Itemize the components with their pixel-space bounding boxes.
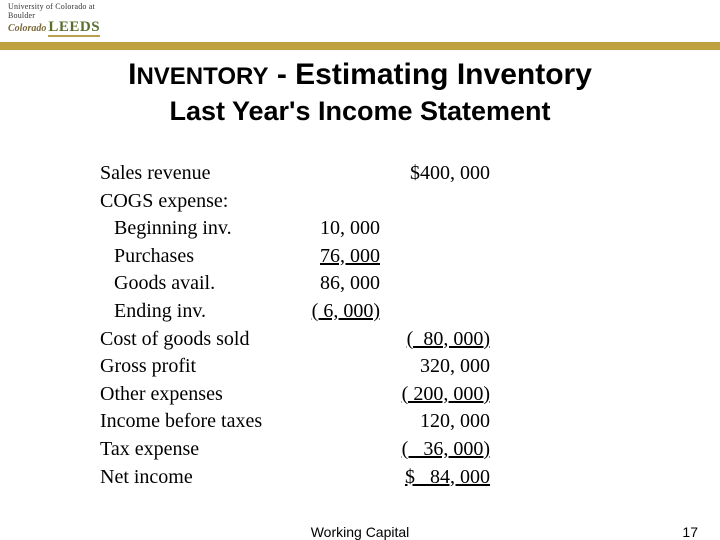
leeds-logo: University of Colorado at Boulder Colora… bbox=[8, 2, 106, 38]
row-label: Beginning inv. bbox=[100, 215, 290, 243]
income-statement: Sales revenue $400, 000 COGS expense:Begin… bbox=[100, 160, 540, 491]
row-col2: ( 36, 000) bbox=[380, 436, 490, 464]
row-col1 bbox=[290, 464, 380, 492]
row-col1 bbox=[290, 353, 380, 381]
statement-row: Goods avail.86, 000 bbox=[100, 270, 540, 298]
slide-title: INVENTORY - Estimating Inventory Last Ye… bbox=[0, 58, 720, 129]
row-label: Purchases bbox=[100, 243, 290, 271]
row-col2: ( 200, 000) bbox=[380, 381, 490, 409]
statement-row: Income before taxes 120, 000 bbox=[100, 408, 540, 436]
row-label: Cost of goods sold bbox=[100, 326, 290, 354]
row-col1: 86, 000 bbox=[290, 270, 380, 298]
row-col1: 10, 000 bbox=[290, 215, 380, 243]
statement-row: Purchases76, 000 bbox=[100, 243, 540, 271]
statement-row: Sales revenue $400, 000 bbox=[100, 160, 540, 188]
row-col2: ( 80, 000) bbox=[380, 326, 490, 354]
logo-colorado: Colorado bbox=[8, 23, 46, 34]
row-col2: $ 84, 000 bbox=[380, 464, 490, 492]
row-col2 bbox=[380, 243, 490, 271]
row-label: Goods avail. bbox=[100, 270, 290, 298]
row-col1 bbox=[290, 326, 380, 354]
statement-row: Beginning inv.10, 000 bbox=[100, 215, 540, 243]
row-col1: 76, 000 bbox=[290, 243, 380, 271]
statement-row: COGS expense: bbox=[100, 188, 540, 216]
row-label: Sales revenue bbox=[100, 160, 290, 188]
row-col1 bbox=[290, 408, 380, 436]
logo-leeds: LEEDS bbox=[48, 20, 100, 37]
row-col1 bbox=[290, 381, 380, 409]
row-col2 bbox=[380, 188, 490, 216]
row-col2 bbox=[380, 270, 490, 298]
statement-row: Net income $ 84, 000 bbox=[100, 464, 540, 492]
statement-row: Tax expense ( 36, 000) bbox=[100, 436, 540, 464]
gold-stripe bbox=[0, 42, 720, 50]
title-line-2: Last Year's Income Statement bbox=[0, 93, 720, 129]
title-line-1: INVENTORY - Estimating Inventory bbox=[0, 58, 720, 93]
row-col2: $400, 000 bbox=[380, 160, 490, 188]
row-col1 bbox=[290, 160, 380, 188]
row-label: Gross profit bbox=[100, 353, 290, 381]
statement-row: Gross profit 320, 000 bbox=[100, 353, 540, 381]
row-label: Ending inv. bbox=[100, 298, 290, 326]
row-label: Income before taxes bbox=[100, 408, 290, 436]
row-label: COGS expense: bbox=[100, 188, 290, 216]
row-label: Net income bbox=[100, 464, 290, 492]
row-label: Other expenses bbox=[100, 381, 290, 409]
footer-center: Working Capital bbox=[311, 524, 410, 540]
statement-row: Other expenses ( 200, 000) bbox=[100, 381, 540, 409]
title-inventory-rest: NVENTORY bbox=[136, 63, 268, 90]
logo-top-text: University of Colorado at Boulder bbox=[8, 2, 106, 20]
row-col1 bbox=[290, 436, 380, 464]
statement-row: Ending inv.( 6, 000) bbox=[100, 298, 540, 326]
row-label: Tax expense bbox=[100, 436, 290, 464]
row-col2 bbox=[380, 215, 490, 243]
row-col2 bbox=[380, 298, 490, 326]
title-sep: - bbox=[268, 58, 295, 91]
title-tail: Estimating Inventory bbox=[295, 58, 592, 91]
logo-bar: University of Colorado at Boulder Colora… bbox=[0, 0, 720, 42]
page-number: 17 bbox=[682, 524, 698, 540]
row-col2: 120, 000 bbox=[380, 408, 490, 436]
statement-row: Cost of goods sold ( 80, 000) bbox=[100, 326, 540, 354]
row-col2: 320, 000 bbox=[380, 353, 490, 381]
row-col1 bbox=[290, 188, 380, 216]
row-col1: ( 6, 000) bbox=[290, 298, 380, 326]
